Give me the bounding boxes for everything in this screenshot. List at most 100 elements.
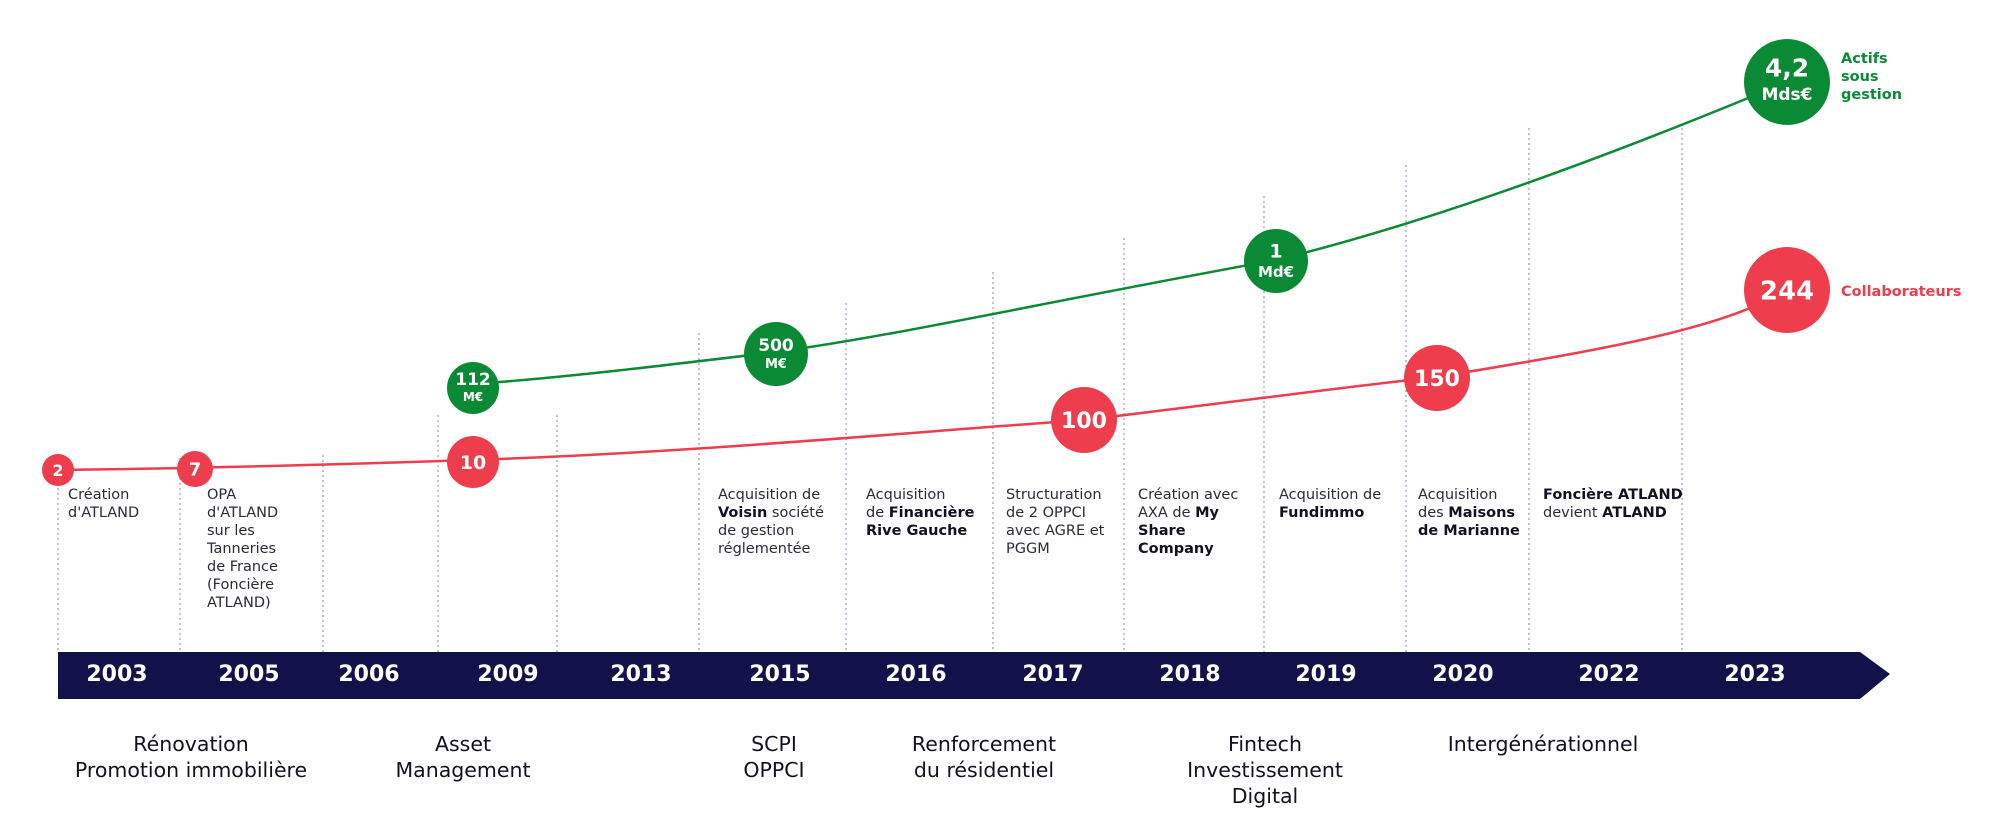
event-fragment: PGGM (1006, 541, 1050, 557)
event-text-2017: Structuration de 2 OPPCI avec AGRE et PGGM (1006, 486, 1124, 558)
event-fragment: des (1418, 505, 1449, 521)
staff-bubble-2023: 244 (1744, 247, 1830, 333)
event-line: Création avec (1138, 486, 1256, 504)
bubble-value: 244 (1760, 276, 1814, 306)
event-fragment: d'ATLAND (207, 505, 279, 521)
event-line: Création (68, 486, 186, 504)
event-line: Voisin société (718, 504, 836, 522)
phase-line: Renforcement (911, 732, 1057, 756)
bubble-value: 500 (758, 336, 794, 356)
event-line: de 2 OPPCI (1006, 504, 1124, 522)
phase-line: Rénovation (133, 732, 249, 756)
event-fragment: avec AGRE et (1006, 523, 1105, 539)
event-highlight: Fundimmo (1279, 505, 1365, 521)
event-fragment: d'ATLAND (68, 505, 140, 521)
bubble-unit: Mds€ (1761, 85, 1812, 105)
phase-line: Asset (434, 732, 492, 756)
year-label: 2015 (749, 662, 810, 687)
event-fragment: OPA (207, 487, 237, 503)
event-line: OPA (207, 486, 325, 504)
aum-series-label: Actifs (1841, 51, 1888, 67)
phase-label: Renforcement du résidentiel (854, 731, 1114, 783)
event-text-2016: Acquisition de Financière Rive Gauche (866, 486, 984, 540)
event-fragment: Tanneries (207, 541, 277, 557)
year-label: 2003 (86, 662, 147, 687)
event-text-2015: Acquisition de Voisin société de gestion ré… (718, 486, 836, 558)
event-highlight: de Marianne (1418, 523, 1520, 539)
year-label: 2006 (338, 662, 399, 687)
event-line: AXA de My (1138, 504, 1256, 522)
phase-label: Fintech Investissement Digital (1135, 731, 1395, 809)
year-label: 2023 (1724, 662, 1785, 687)
bubble-value: 2 (52, 461, 63, 480)
event-highlight: Maisons (1448, 505, 1516, 521)
event-highlight: ATLAND (1602, 505, 1667, 521)
event-text-2005: OPA d'ATLAND sur les Tanneries de France (Fon… (207, 486, 325, 612)
event-line: d'ATLAND (68, 504, 186, 522)
staff-bubble-2009: 10 (447, 436, 499, 488)
event-fragment: de 2 OPPCI (1006, 505, 1086, 521)
year-label: 2005 (218, 662, 279, 687)
event-line: Rive Gauche (866, 522, 984, 540)
phase-line: SCPI (751, 732, 797, 756)
year-label: 2020 (1432, 662, 1493, 687)
bubble-circle (1051, 387, 1117, 453)
bubble-unit: M€ (463, 390, 483, 404)
event-fragment: Structuration (1006, 487, 1102, 503)
phase-line: OPPCI (743, 758, 805, 782)
phase-line: Management (395, 758, 531, 782)
phase-line: du résidentiel (913, 758, 1055, 782)
event-fragment: Création (68, 487, 130, 503)
event-fragment: société (767, 505, 824, 521)
bubble-circle (744, 322, 808, 386)
aum-series-label: gestion (1841, 87, 1902, 103)
bubble-circle (177, 451, 213, 487)
event-text-2003: Création d'ATLAND (68, 486, 186, 522)
phase-line: Intergénérationnel (1447, 732, 1639, 756)
event-line: de Financière (866, 504, 984, 522)
phase-line: Fintech (1228, 732, 1302, 756)
event-line: Acquisition (866, 486, 984, 504)
event-line: Acquisition de (1279, 486, 1397, 504)
event-fragment: ATLAND) (207, 595, 271, 611)
event-text-2022: Foncière ATLAND devient ATLAND (1543, 486, 1683, 522)
event-fragment: devient (1543, 505, 1603, 521)
bubble-value: 112 (455, 370, 491, 390)
green-series-line (472, 80, 1788, 386)
bubble-value: 150 (1414, 367, 1460, 392)
event-line: Foncière ATLAND (1543, 486, 1683, 504)
bubble-value: 7 (189, 459, 202, 480)
event-fragment: AXA de (1138, 505, 1196, 521)
event-fragment: de France (207, 559, 278, 575)
year-label: 2022 (1578, 662, 1639, 687)
event-line: Share (1138, 522, 1256, 540)
event-line: de Marianne (1418, 522, 1536, 540)
bubble-circle (1404, 345, 1470, 411)
bubble-circle (447, 362, 499, 414)
event-line: devient ATLAND (1543, 504, 1683, 522)
event-highlight: Financière (888, 505, 975, 521)
staff-bubble-2005: 7 (177, 451, 213, 487)
event-fragment: sur les (207, 523, 255, 539)
event-fragment: Acquisition (1418, 487, 1498, 503)
bubble-value: 10 (460, 452, 486, 474)
bubble-circle (447, 436, 499, 488)
event-fragment: (Foncière (207, 577, 275, 593)
event-fragment: de (866, 505, 889, 521)
event-line: sur les (207, 522, 325, 540)
phase-label: Asset Management (333, 731, 593, 783)
event-highlight: My (1195, 505, 1220, 521)
timeline-band (58, 652, 1890, 699)
event-line: de gestion (718, 522, 836, 540)
staff-bubble-2020: 150 (1404, 345, 1470, 411)
staff-bubble-2003: 2 (42, 454, 74, 486)
bubble-value: 100 (1061, 409, 1107, 434)
bubble-circle (1744, 39, 1830, 125)
aum-bubble-2019: 1Md€ (1244, 229, 1308, 293)
bubble-unit: M€ (765, 357, 787, 372)
year-label: 2018 (1159, 662, 1220, 687)
